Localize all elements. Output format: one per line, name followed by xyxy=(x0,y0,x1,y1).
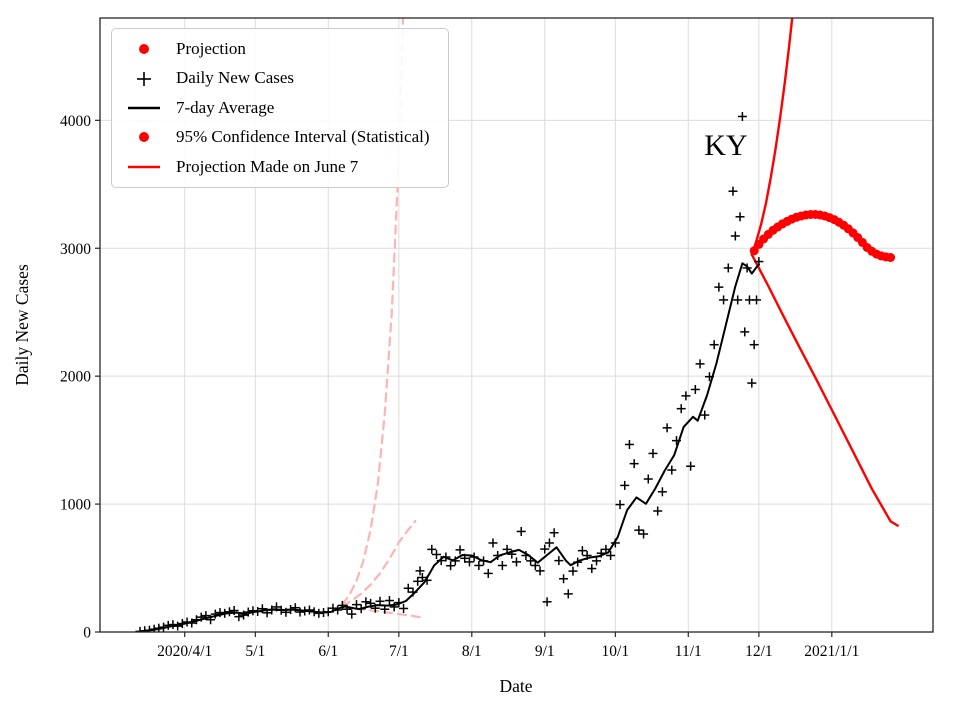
legend-label: 7-day Average xyxy=(176,97,275,117)
dot-marker-icon xyxy=(124,40,164,58)
series-ci-upper xyxy=(750,18,794,256)
x-tick-label: 10/1 xyxy=(602,643,630,660)
y-tick-label: 2000 xyxy=(60,369,91,386)
axis-ticks: 2020/4/1 5/1 6/1 7/1 8/1 9/1 10/1 11/1 12/1 2021/… xyxy=(60,113,859,660)
plus-marker-icon xyxy=(124,70,164,88)
legend-item-0: Projection xyxy=(124,39,430,59)
y-axis-label: Daily New Cases xyxy=(12,264,32,386)
x-tick-label: 2021/1/1 xyxy=(804,643,859,660)
legend-label: 95% Confidence Interval (Statistical) xyxy=(176,127,430,147)
series-ci-lower xyxy=(750,253,899,527)
x-tick-label: 7/1 xyxy=(389,643,409,660)
line-marker-icon xyxy=(124,99,164,117)
legend-label: Projection xyxy=(176,39,246,58)
legend-item-2: 7-day Average xyxy=(124,98,430,118)
legend-item-1: Daily New Cases xyxy=(124,68,430,88)
x-tick-label: 8/1 xyxy=(462,643,482,660)
series-daily-new-cases xyxy=(135,111,764,632)
x-tick-label: 9/1 xyxy=(535,643,555,660)
y-tick-label: 4000 xyxy=(60,113,91,130)
x-tick-label: 6/1 xyxy=(318,643,338,660)
x-tick-label: 11/1 xyxy=(675,643,702,660)
y-tick-label: 0 xyxy=(83,625,91,642)
series-seven-day-average xyxy=(141,262,760,632)
series-june7-center xyxy=(341,519,417,607)
legend-label: Projection Made on June 7 xyxy=(176,156,359,176)
x-tick-label: 2020/4/1 xyxy=(157,643,212,660)
line-marker-icon xyxy=(124,158,164,176)
x-axis-label: Date xyxy=(499,676,532,696)
x-tick-label: 5/1 xyxy=(245,643,265,660)
state-annotation: KY xyxy=(704,129,747,162)
legend-item-4: Projection Made on June 7 xyxy=(124,157,430,177)
legend-label: Daily New Cases xyxy=(176,68,295,88)
dot-marker-icon xyxy=(124,128,164,146)
series-projection xyxy=(749,210,896,262)
chart-legend: Projection Daily New Cases 7-day Average 95… xyxy=(111,28,449,188)
series-june7-ci-upper xyxy=(341,18,405,606)
x-tick-label: 12/1 xyxy=(745,643,773,660)
y-tick-label: 1000 xyxy=(60,497,91,514)
legend-item-3: 95% Confidence Interval (Statistical) xyxy=(124,127,430,147)
y-tick-label: 3000 xyxy=(60,241,91,258)
